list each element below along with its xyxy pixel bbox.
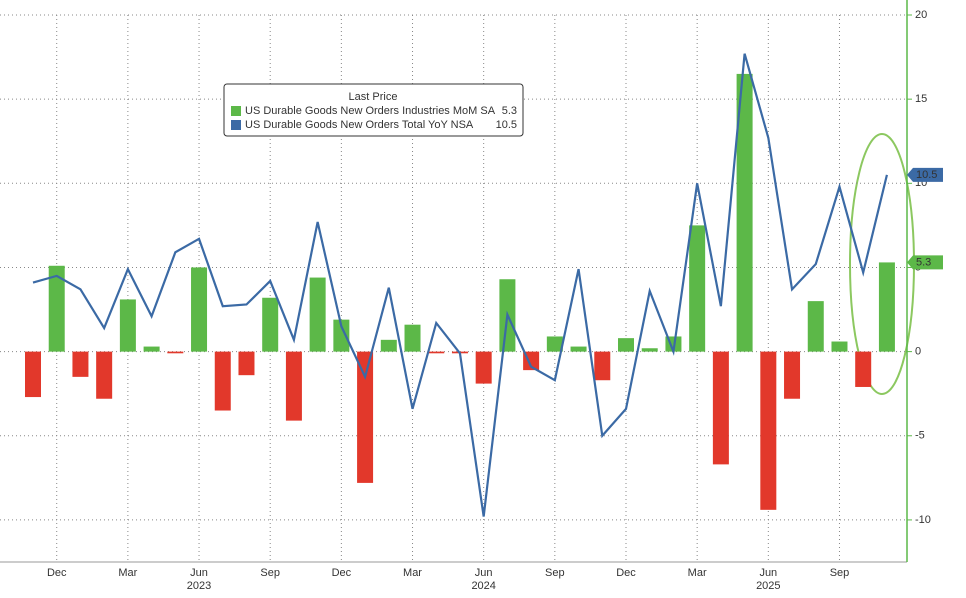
value-tag (907, 255, 943, 270)
bar (428, 351, 445, 354)
bar (25, 351, 41, 398)
bar (831, 341, 848, 352)
x-tick-label: Sep (545, 567, 565, 579)
bar (333, 319, 350, 352)
bar (570, 346, 587, 352)
x-tick-label: Sep (830, 567, 850, 579)
bar (214, 351, 231, 411)
y-tick-label: -10 (915, 514, 931, 526)
bar (262, 297, 279, 352)
y-tick-label: -5 (915, 430, 925, 442)
legend-label: US Durable Goods New Orders Total YoY NS… (245, 119, 474, 131)
bar (285, 351, 302, 421)
legend-value: 10.5 (496, 119, 517, 131)
bar (357, 351, 374, 483)
bar (404, 324, 421, 352)
bar (689, 225, 706, 352)
x-tick-label: Dec (616, 567, 636, 579)
bar (618, 338, 634, 352)
x-tick-label: Jun (190, 567, 208, 579)
legend-swatch (231, 120, 241, 130)
x-tick-label: Dec (47, 567, 67, 579)
year-label: 2025 (756, 580, 780, 592)
y-tick-label: 15 (915, 93, 927, 105)
bar (784, 351, 801, 399)
bar (96, 351, 113, 399)
bar (546, 336, 563, 352)
legend-label: US Durable Goods New Orders Industries M… (245, 105, 496, 117)
bar (72, 351, 89, 377)
bar (119, 299, 136, 352)
line (32, 53, 888, 517)
legend-title: Last Price (349, 91, 398, 103)
legend-swatch (231, 106, 241, 116)
bar (807, 301, 824, 352)
bar (191, 267, 208, 352)
bar (641, 348, 658, 352)
bar (736, 73, 753, 352)
value-tag (907, 167, 943, 182)
x-tick-label: Sep (260, 567, 280, 579)
bar (594, 351, 611, 381)
bar (143, 346, 160, 352)
year-label: 2023 (187, 580, 211, 592)
x-tick-label: Mar (688, 567, 707, 579)
y-tick-label: 20 (915, 9, 927, 21)
value-tag-label: 10.5 (916, 169, 937, 181)
legend: Last Price US Durable Goods New Orders In… (223, 83, 524, 137)
value-tag-label: 5.3 (916, 256, 931, 268)
year-label: 2024 (471, 580, 495, 592)
bar (380, 339, 397, 352)
y-tick-label: 0 (915, 346, 921, 358)
bar (48, 265, 65, 352)
bar (712, 351, 729, 465)
bar (878, 262, 895, 352)
legend-value: 5.3 (502, 105, 517, 117)
bar (475, 351, 492, 384)
bar (309, 277, 326, 352)
bar (760, 351, 777, 510)
x-tick-label: Jun (475, 567, 493, 579)
x-tick-label: Mar (403, 567, 422, 579)
bar (238, 351, 255, 376)
legend-box (223, 83, 524, 137)
bar (855, 351, 872, 387)
x-tick-label: Dec (332, 567, 352, 579)
x-tick-label: Jun (759, 567, 777, 579)
bar (167, 351, 184, 354)
x-tick-label: Mar (118, 567, 137, 579)
